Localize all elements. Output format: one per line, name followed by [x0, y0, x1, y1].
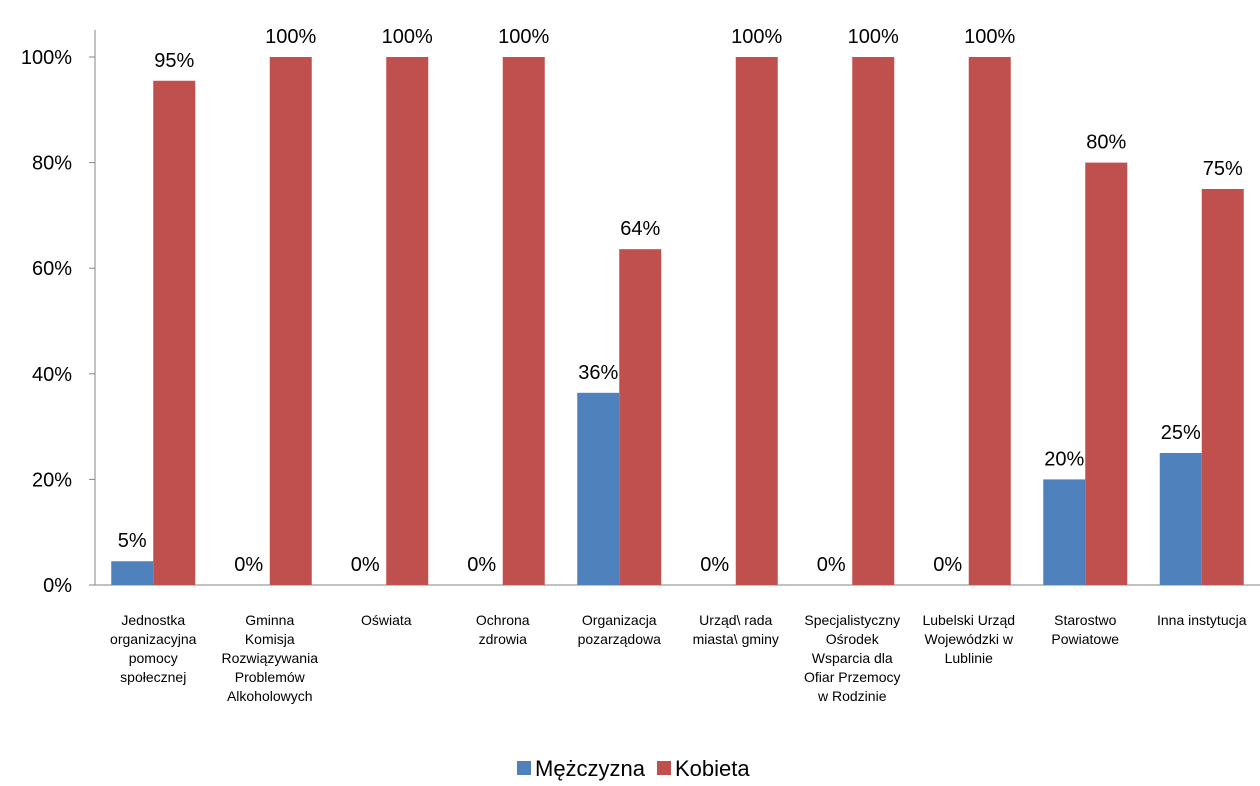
bar-mezczyzna	[1043, 479, 1086, 585]
category-label: Jednostka organizacyjna pomocy społecznej	[110, 612, 197, 685]
data-label: 0%	[817, 554, 846, 576]
data-labels: 5% 95% 0% 100% 0% 100% 0% 100% 36% 64% 0% 100% 0% 100…	[118, 26, 1243, 576]
data-label: 0%	[351, 554, 380, 576]
data-label: 5%	[118, 530, 147, 552]
data-label: 100%	[964, 26, 1015, 48]
category-label: Urząd\ rada miasta\ gminy	[693, 612, 779, 647]
legend-swatch	[517, 761, 531, 775]
data-label: 25%	[1161, 422, 1201, 444]
bar-kobieta	[386, 57, 429, 585]
category-label: Ochrona zdrowia	[476, 612, 530, 647]
bar-kobieta	[1085, 162, 1128, 585]
data-label: 0%	[700, 554, 729, 576]
y-tick-label: 60%	[32, 258, 72, 280]
category-labels: Jednostka organizacyjna pomocy społecznej Gm…	[110, 612, 1247, 704]
y-tick-label: 80%	[32, 153, 72, 175]
bar-mezczyzna	[111, 561, 154, 585]
category-label: Inna instytucja	[1157, 612, 1247, 628]
bar-mezczyzna	[1159, 453, 1202, 585]
y-tick-label: 0%	[43, 575, 72, 597]
category-label: Lubelski Urząd Wojewódzki w Lublinie	[922, 612, 1015, 666]
bars	[111, 57, 1244, 585]
legend-label: Mężczyzna	[535, 756, 646, 781]
category-label: Oświata	[361, 612, 412, 628]
bar-kobieta	[502, 57, 545, 585]
data-label: 80%	[1086, 132, 1126, 154]
category-label: Gminna Komisja Rozwiązywania Problemów Alkoh…	[222, 612, 319, 704]
data-label: 100%	[498, 26, 549, 48]
y-tick-label: 100%	[21, 47, 72, 69]
legend-label: Kobieta	[675, 756, 750, 781]
category-label: Specjalistyczny Ośrodek Wsparcia dla Ofiar …	[804, 612, 900, 704]
y-axis: 0% 20% 40% 60% 80% 100%	[21, 30, 96, 597]
bar-kobieta	[153, 80, 196, 585]
legend-swatch	[657, 761, 671, 775]
bar-kobieta	[735, 57, 778, 585]
legend: Mężczyzna Kobieta	[517, 756, 750, 781]
data-label: 100%	[731, 26, 782, 48]
data-label: 36%	[578, 362, 618, 384]
y-tick-label: 20%	[32, 469, 72, 491]
data-label: 100%	[265, 26, 316, 48]
bar-kobieta	[1201, 189, 1244, 585]
data-label: 0%	[234, 554, 263, 576]
data-label: 0%	[467, 554, 496, 576]
data-label: 64%	[620, 218, 660, 240]
bar-kobieta	[968, 57, 1011, 585]
data-label: 20%	[1044, 448, 1084, 470]
data-label: 0%	[933, 554, 962, 576]
bar-mezczyzna	[577, 392, 620, 585]
data-label: 100%	[848, 26, 899, 48]
bar-kobieta	[852, 57, 895, 585]
bar-kobieta	[619, 249, 662, 585]
data-label: 100%	[382, 26, 433, 48]
y-tick-label: 40%	[32, 364, 72, 386]
data-label: 75%	[1203, 158, 1243, 180]
category-label: Organizacja pozarządowa	[578, 612, 661, 647]
data-label: 95%	[154, 50, 194, 72]
category-label: Starostwo Powiatowe	[1051, 612, 1119, 647]
bar-kobieta	[269, 57, 312, 585]
